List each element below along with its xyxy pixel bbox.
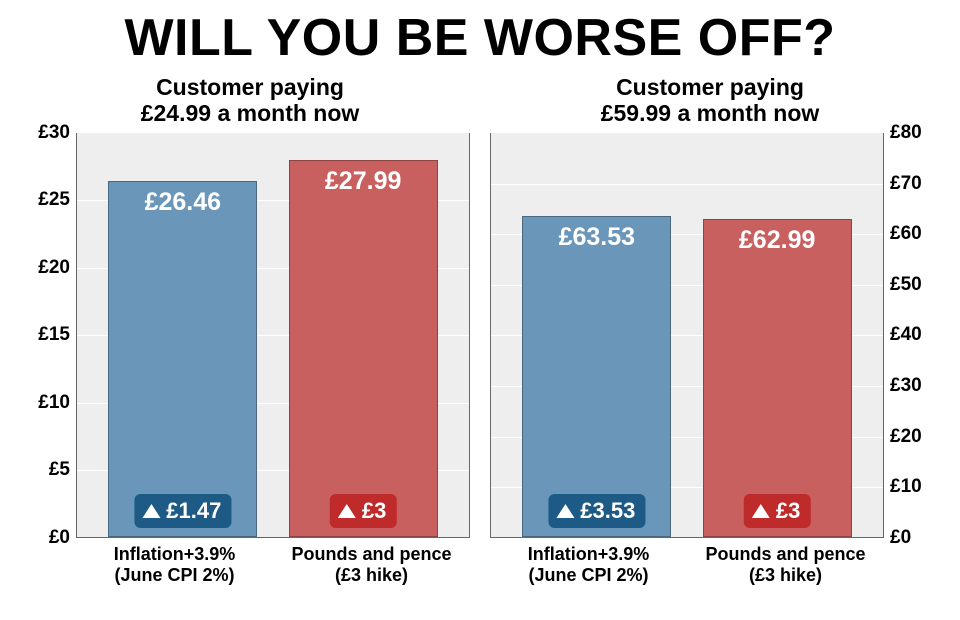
chart-panel-right: Customer paying £59.99 a month now £63.5… — [480, 68, 940, 598]
charts-row: Customer paying £24.99 a month now £26.4… — [0, 68, 960, 598]
delta-badge: £3.53 — [548, 494, 645, 528]
plot-right: £63.53£3.53£62.99£3 Inflation+3.9%(June … — [480, 133, 940, 538]
delta-badge: £3 — [330, 494, 396, 528]
x-label-line: Pounds and pence — [291, 544, 451, 564]
bar: £63.53 £3.53 — [522, 216, 671, 537]
x-axis-label: Inflation+3.9%(June CPI 2%) — [76, 542, 273, 592]
bar: £62.99 £3 — [703, 219, 852, 537]
subtitle-right: Customer paying £59.99 a month now — [480, 68, 940, 131]
subtitle-line: Customer paying — [616, 74, 804, 100]
plot-area-left: £26.46 £1.47 £27.99 £3 — [76, 133, 470, 538]
subtitle-line: £24.99 a month now — [141, 100, 360, 126]
plot-area-right: £63.53 £3.53 £62.99 £3 — [490, 133, 884, 538]
x-axis-label: Pounds and pence(£3 hike) — [273, 542, 470, 592]
x-axis-label: Inflation+3.9%(June CPI 2%) — [490, 542, 687, 592]
bar-value-label: £26.46 — [109, 188, 256, 217]
x-axis-label: Pounds and pence(£3 hike) — [687, 542, 884, 592]
xlabels-right: Inflation+3.9%(June CPI 2%)Pounds and pe… — [490, 542, 884, 592]
y-tick-label: £10 — [20, 392, 70, 414]
y-tick-label: £25 — [20, 189, 70, 211]
y-tick-label: £40 — [890, 324, 940, 346]
delta-label: £1.47 — [166, 498, 221, 524]
bar-value-label: £62.99 — [704, 226, 851, 255]
bar-value-label: £63.53 — [523, 223, 670, 252]
delta-badge: £1.47 — [134, 494, 231, 528]
y-tick-label: £0 — [890, 527, 940, 549]
x-label-line: (June CPI 2%) — [114, 565, 234, 585]
arrow-up-icon — [142, 504, 160, 518]
delta-label: £3 — [776, 498, 800, 524]
x-label-line: (£3 hike) — [335, 565, 408, 585]
y-tick-label: £70 — [890, 173, 940, 195]
chart-panel-left: Customer paying £24.99 a month now £26.4… — [20, 68, 480, 598]
page-title: WILL YOU BE WORSE OFF? — [0, 0, 960, 68]
x-label-line: Inflation+3.9% — [528, 544, 650, 564]
x-label-line: Inflation+3.9% — [114, 544, 236, 564]
bar: £27.99 £3 — [289, 160, 438, 537]
y-tick-label: £10 — [890, 476, 940, 498]
delta-badge: £3 — [744, 494, 810, 528]
plot-left: £26.46£1.47£27.99£3 Inflation+3.9%(June … — [20, 133, 480, 538]
x-label-line: (June CPI 2%) — [528, 565, 648, 585]
y-tick-label: £50 — [890, 274, 940, 296]
y-tick-label: £30 — [20, 122, 70, 144]
y-tick-label: £5 — [20, 459, 70, 481]
y-tick-label: £0 — [20, 527, 70, 549]
y-tick-label: £20 — [20, 257, 70, 279]
gridline — [491, 184, 883, 185]
bar: £26.46 £1.47 — [108, 181, 257, 537]
y-tick-label: £60 — [890, 223, 940, 245]
xlabels-left: Inflation+3.9%(June CPI 2%)Pounds and pe… — [76, 542, 470, 592]
bar-value-label: £27.99 — [290, 167, 437, 196]
subtitle-line: £59.99 a month now — [601, 100, 820, 126]
y-tick-label: £15 — [20, 324, 70, 346]
x-label-line: Pounds and pence — [705, 544, 865, 564]
delta-label: £3 — [362, 498, 386, 524]
arrow-up-icon — [556, 504, 574, 518]
subtitle-left: Customer paying £24.99 a month now — [20, 68, 480, 131]
y-tick-label: £80 — [890, 122, 940, 144]
y-tick-label: £20 — [890, 426, 940, 448]
y-tick-label: £30 — [890, 375, 940, 397]
x-label-line: (£3 hike) — [749, 565, 822, 585]
arrow-up-icon — [338, 504, 356, 518]
delta-label: £3.53 — [580, 498, 635, 524]
subtitle-line: Customer paying — [156, 74, 344, 100]
arrow-up-icon — [752, 504, 770, 518]
